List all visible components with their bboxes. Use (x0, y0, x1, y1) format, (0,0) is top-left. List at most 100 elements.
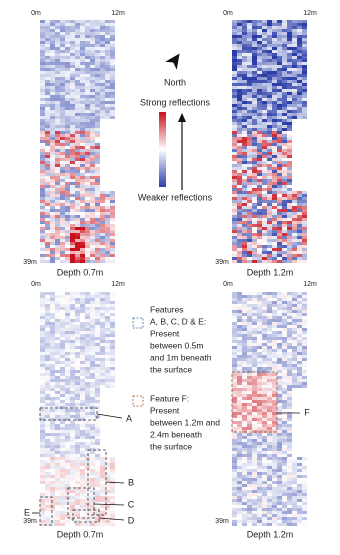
radar-cell (257, 200, 262, 203)
radar-cell (90, 316, 95, 319)
radar-cell (242, 134, 247, 137)
radar-cell (80, 137, 85, 140)
radar-cell (60, 490, 65, 493)
radar-cell (247, 188, 252, 191)
radar-cell (95, 179, 100, 182)
radar-cell (60, 248, 65, 251)
radar-cell (287, 92, 292, 95)
radar-cell (292, 245, 297, 248)
radar-cell (267, 161, 272, 164)
radar-cell (297, 257, 302, 260)
radar-cell (95, 239, 100, 242)
radar-cell (237, 242, 242, 245)
radar-cell (262, 394, 267, 397)
radar-cell (40, 448, 45, 451)
radar-cell (80, 188, 85, 191)
radar-cell (45, 433, 50, 436)
radar-cell (40, 206, 45, 209)
radar-cell (55, 194, 60, 197)
radar-cell (262, 254, 267, 257)
radar-cell (50, 245, 55, 248)
radar-cell (247, 436, 252, 439)
radar-cell (302, 316, 307, 319)
radar-cell (75, 391, 80, 394)
radar-cell (85, 239, 90, 242)
radar-cell (95, 340, 100, 343)
radar-cell (282, 316, 287, 319)
radar-cell (65, 188, 70, 191)
radar-cell (247, 478, 252, 481)
radar-cell (95, 98, 100, 101)
radar-cell (85, 164, 90, 167)
radar-cell (55, 313, 60, 316)
radar-cell (60, 328, 65, 331)
radar-cell (75, 191, 80, 194)
radar-cell (232, 245, 237, 248)
radar-cell (232, 334, 237, 337)
radar-cell (287, 185, 292, 188)
radar-cell (95, 346, 100, 349)
radar-cell (232, 352, 237, 355)
radar-cell (80, 242, 85, 245)
radar-cell (272, 176, 277, 179)
radar-cell (45, 355, 50, 358)
radar-cell (247, 257, 252, 260)
radar-cell (267, 134, 272, 137)
radar-cell (70, 203, 75, 206)
radar-cell (90, 382, 95, 385)
radar-cell (90, 212, 95, 215)
radar-cell (90, 254, 95, 257)
radar-cell (60, 38, 65, 41)
radar-cell (287, 505, 292, 508)
radar-cell (95, 227, 100, 230)
radar-cell (60, 334, 65, 337)
radar-cell (55, 140, 60, 143)
radar-cell (257, 188, 262, 191)
radar-cell (55, 502, 60, 505)
radar-cell (287, 445, 292, 448)
radar-cell (292, 310, 297, 313)
radar-cell (272, 313, 277, 316)
radar-cell (60, 319, 65, 322)
radar-cell (45, 505, 50, 508)
radar-cell (247, 376, 252, 379)
radar-cell (297, 466, 302, 469)
radar-cell (110, 499, 115, 502)
radar-cell (257, 502, 262, 505)
radar-cell (60, 511, 65, 514)
radar-cell (60, 242, 65, 245)
radar-cell (75, 496, 80, 499)
radar-cell (95, 391, 100, 394)
radar-cell (105, 319, 110, 322)
radar-cell (297, 514, 302, 517)
radar-cell (95, 119, 100, 122)
radar-cell (90, 107, 95, 110)
radar-cell (50, 469, 55, 472)
radar-cell (267, 349, 272, 352)
radar-cell (40, 26, 45, 29)
radar-cell (85, 517, 90, 520)
radar-cell (105, 254, 110, 257)
radar-cell (40, 466, 45, 469)
radar-cell (110, 337, 115, 340)
radar-cell (55, 331, 60, 334)
radar-cell (237, 80, 242, 83)
radar-cell (90, 418, 95, 421)
radar-cell (237, 224, 242, 227)
radar-cell (85, 292, 90, 295)
radar-cell (95, 310, 100, 313)
radar-cell (272, 131, 277, 134)
radar-cell (45, 451, 50, 454)
radar-cell (252, 77, 257, 80)
radar-cell (257, 47, 262, 50)
radar-cell (242, 352, 247, 355)
radar-cell (292, 59, 297, 62)
radar-cell (75, 32, 80, 35)
radar-cell (95, 385, 100, 388)
radar-cell (60, 131, 65, 134)
radar-cell (95, 83, 100, 86)
radar-cell (237, 44, 242, 47)
radar-cell (75, 230, 80, 233)
radar-cell (292, 65, 297, 68)
radar-cell (232, 194, 237, 197)
